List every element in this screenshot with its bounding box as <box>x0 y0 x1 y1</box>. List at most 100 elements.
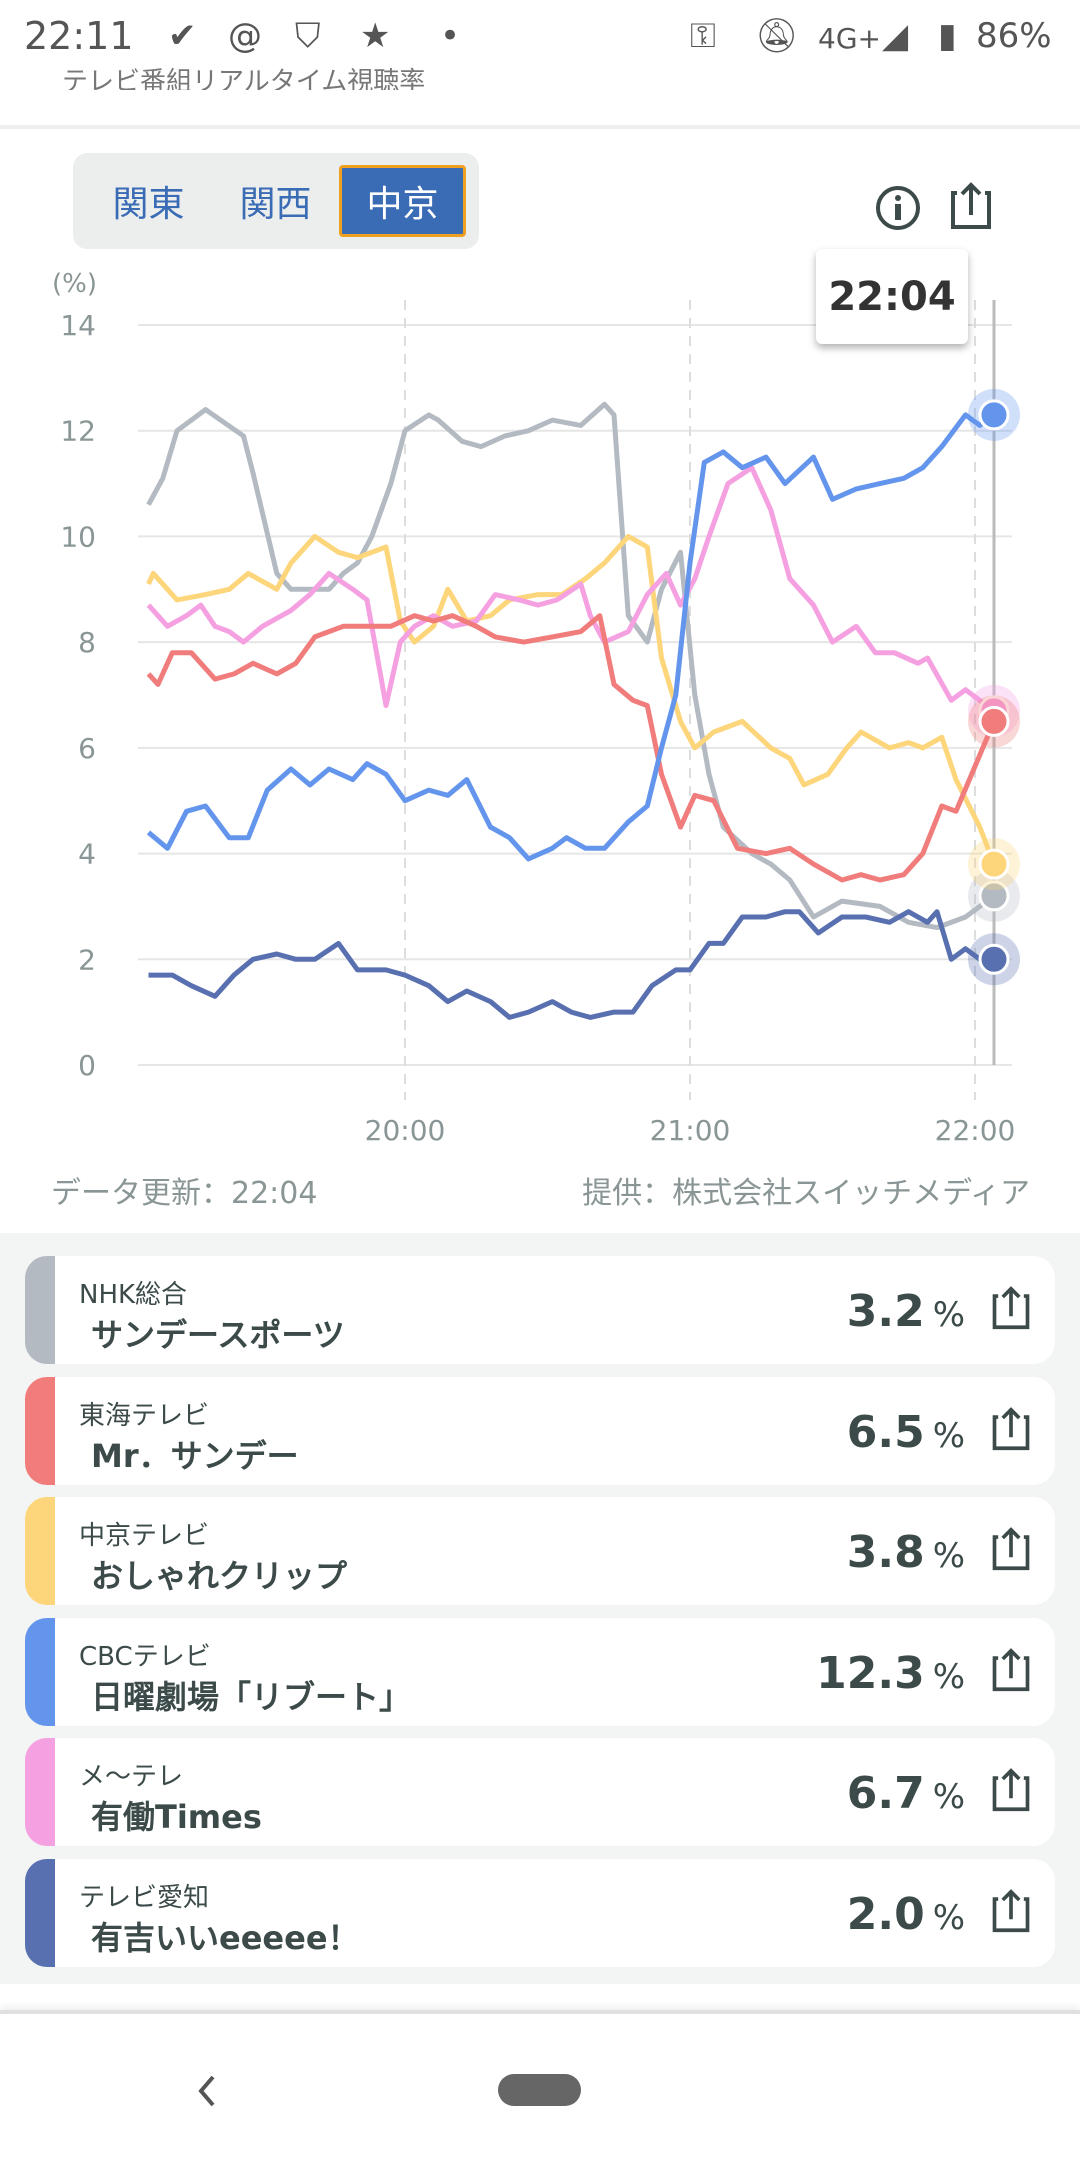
share-button[interactable] <box>989 1766 1033 1818</box>
station-color-strip <box>25 1617 55 1726</box>
station-color-strip <box>25 1256 55 1364</box>
program-name: 有吉いいeeeee！ <box>91 1918 360 1957</box>
y-tick-label: 14 <box>60 309 96 342</box>
rating-number: 6.5 <box>846 1406 925 1458</box>
download-done-icon: ✔ <box>168 16 197 56</box>
header-divider <box>0 125 1080 129</box>
rating-unit: % <box>932 1295 965 1335</box>
tab-chukyo[interactable]: 中京 <box>339 165 466 237</box>
series-line <box>146 412 996 862</box>
signal-icon: ◢ <box>882 16 909 56</box>
rating-card[interactable]: NHK総合 サンデースポーツ 3.2% <box>25 1256 1055 1364</box>
series-marker <box>978 943 1010 975</box>
rating-card[interactable]: テレビ愛知 有吉いいeeeee！ 2.0% <box>25 1858 1055 1967</box>
y-tick-label: 0 <box>78 1049 96 1082</box>
y-tick-label: 10 <box>60 520 96 553</box>
series-marker <box>978 399 1010 431</box>
series-line <box>148 909 994 1020</box>
rating-unit: % <box>932 1897 965 1938</box>
rating-unit: % <box>932 1415 965 1456</box>
vpn-key-icon: ⚿ <box>690 16 716 56</box>
rating-card[interactable]: CBCテレビ 日曜劇場「リブート」 12.3% <box>25 1617 1055 1726</box>
rating-number: 3.2 <box>846 1286 925 1337</box>
rating-chart[interactable]: (%) 0 2 4 6 8 10 12 14 20:00 21:00 22:00 <box>0 270 1080 1170</box>
share-button[interactable] <box>989 1405 1033 1457</box>
y-tick-label: 2 <box>78 943 96 976</box>
x-tick-label: 20:00 <box>365 1114 446 1147</box>
share-button[interactable] <box>989 1646 1033 1698</box>
y-axis-unit: (%) <box>52 270 97 299</box>
info-icon <box>876 186 920 230</box>
home-button[interactable] <box>498 2074 581 2106</box>
program-name: 日曜劇場「リブート」 <box>91 1677 412 1716</box>
network-type: 4G+ <box>818 22 881 55</box>
app-title: テレビ番組リアルタイム視聴率 <box>62 67 426 90</box>
data-provider: 提供：株式会社スイッチメディア <box>582 1176 1030 1211</box>
bell-off-icon: 🔕︎ <box>755 16 799 56</box>
share-icon <box>992 1768 1030 1812</box>
share-button[interactable] <box>989 1525 1033 1577</box>
y-tick-label: 6 <box>78 732 96 765</box>
threads-icon: @ <box>228 16 262 56</box>
back-icon[interactable] <box>195 2074 219 2108</box>
tab-kansai[interactable]: 関西 <box>239 184 312 225</box>
program-name: Mr．サンデー <box>91 1436 299 1475</box>
rating-value: 3.2% <box>847 1286 965 1337</box>
chart-tooltip: 22:04 <box>816 249 968 344</box>
tab-kanto[interactable]: 関東 <box>112 184 185 225</box>
rating-number: 12.3 <box>816 1647 925 1699</box>
series-line <box>146 465 996 713</box>
share-icon <box>992 1286 1030 1330</box>
station-name: 東海テレビ <box>79 1400 210 1431</box>
rating-card[interactable]: 中京テレビ おしゃれクリップ 3.8% <box>25 1497 1055 1605</box>
series-line <box>146 613 997 883</box>
share-icon <box>992 1527 1030 1571</box>
y-tick-label: 8 <box>78 626 96 659</box>
info-button[interactable] <box>870 180 926 236</box>
status-time: 22:11 <box>24 14 134 58</box>
y-tick-label: 4 <box>78 838 96 871</box>
station-name: メ〜テレ <box>79 1762 184 1792</box>
rating-unit: % <box>932 1777 965 1817</box>
program-name: サンデースポーツ <box>91 1316 345 1354</box>
series-marker <box>978 880 1010 912</box>
x-tick-label: 21:00 <box>650 1114 731 1147</box>
rating-card[interactable]: 東海テレビ Mr．サンデー 6.5% <box>25 1376 1055 1485</box>
station-name: テレビ愛知 <box>79 1882 210 1913</box>
program-name: 有働Times <box>91 1798 262 1836</box>
station-name: NHK総合 <box>79 1280 188 1310</box>
station-name: 中京テレビ <box>79 1521 210 1551</box>
star-icon: ★ <box>360 16 391 56</box>
station-color-strip <box>25 1376 55 1485</box>
shield-icon: ⛉ <box>295 16 321 56</box>
rating-unit: % <box>932 1536 965 1576</box>
share-button[interactable] <box>989 1284 1033 1336</box>
share-button[interactable] <box>943 178 999 234</box>
series-line <box>146 401 996 931</box>
rating-number: 6.7 <box>846 1768 925 1819</box>
station-color-strip <box>25 1738 55 1846</box>
share-icon <box>992 1406 1030 1450</box>
share-button[interactable] <box>989 1887 1033 1939</box>
battery-icon: ▮ <box>938 16 957 56</box>
battery-percent: 86% <box>976 16 1052 56</box>
rating-value: 6.7% <box>847 1768 965 1819</box>
update-time: データ更新：22:04 <box>51 1176 318 1211</box>
rating-card[interactable]: メ〜テレ 有働Times 6.7% <box>25 1738 1055 1846</box>
y-tick-label: 12 <box>60 415 96 448</box>
x-tick-label: 22:00 <box>935 1114 1016 1147</box>
share-icon <box>951 182 991 229</box>
share-icon <box>992 1647 1030 1691</box>
rating-value: 6.5% <box>847 1407 965 1458</box>
rating-value: 12.3% <box>816 1648 965 1699</box>
rating-value: 3.8% <box>847 1527 965 1578</box>
program-name: おしゃれクリップ <box>91 1557 348 1595</box>
share-icon <box>992 1888 1030 1932</box>
status-bar: 22:11 ✔ @ ⛉ ★ • ⚿ 🔕︎ 4G+ ◢ ▮ 86% <box>0 0 1080 75</box>
rating-value: 2.0% <box>847 1889 965 1940</box>
rating-number: 2.0 <box>846 1888 925 1940</box>
rating-number: 3.8 <box>846 1527 925 1578</box>
rating-unit: % <box>932 1656 965 1697</box>
region-tabs: 関東 関西 中京 <box>73 153 479 249</box>
series-marker <box>978 705 1010 737</box>
